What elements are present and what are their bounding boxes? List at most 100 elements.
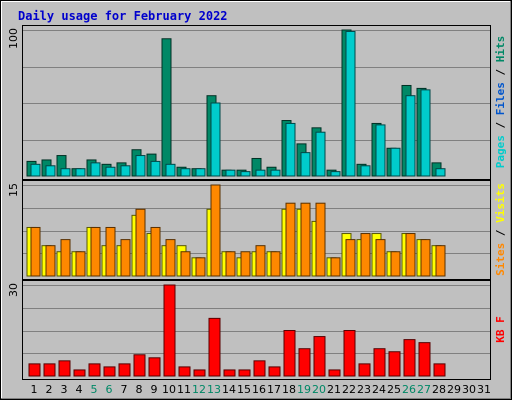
x-tick-label: 22 — [342, 383, 356, 396]
bar — [28, 363, 41, 377]
bar — [75, 251, 86, 277]
panel-max-label: 100 — [7, 28, 20, 49]
bar — [180, 251, 191, 277]
bar — [433, 363, 446, 377]
bar — [163, 284, 176, 377]
bar — [330, 257, 341, 277]
bar — [238, 369, 251, 377]
bar — [210, 184, 221, 277]
series-kb-f — [28, 284, 446, 377]
x-tick-label: 26 — [402, 383, 416, 396]
bar — [435, 245, 446, 277]
panel-legend: Pages / Files / Hits — [494, 36, 507, 169]
bar — [195, 168, 206, 177]
bar — [360, 165, 371, 177]
x-tick-label: 8 — [136, 383, 143, 396]
bar — [88, 363, 101, 377]
bar — [283, 330, 296, 377]
bar — [343, 330, 356, 377]
bar — [150, 160, 161, 177]
x-tick-label: 13 — [207, 383, 221, 396]
legend-entry: Visits — [494, 183, 507, 223]
bar — [43, 363, 56, 377]
bar — [300, 202, 311, 277]
x-tick-label: 19 — [297, 383, 311, 396]
x-tick-label: 20 — [312, 383, 326, 396]
panel-3: 30 KB F — [7, 280, 507, 380]
bar — [58, 360, 71, 377]
series-sites — [30, 184, 446, 277]
bar — [390, 251, 401, 277]
bar — [75, 168, 86, 177]
chart-panels: 100 Pages / Files / Hits 15 Sites / Visits 3… — [7, 25, 507, 380]
bar — [45, 245, 56, 277]
bar — [360, 233, 371, 277]
bar — [180, 168, 191, 177]
x-tick-label: 9 — [151, 383, 158, 396]
bar — [90, 226, 101, 277]
bar — [358, 363, 371, 377]
bar — [60, 239, 71, 277]
x-tick-label: 28 — [432, 383, 446, 396]
x-tick-label: 14 — [222, 383, 236, 396]
bar — [90, 162, 101, 177]
bar — [73, 369, 86, 377]
bar — [313, 336, 326, 377]
bar — [165, 163, 176, 177]
bar — [403, 339, 416, 377]
x-tick-label: 31 — [477, 383, 491, 396]
bar — [240, 171, 251, 177]
bar — [60, 168, 71, 177]
bar — [255, 245, 266, 277]
x-tick-label: 17 — [267, 383, 281, 396]
bar — [270, 169, 281, 177]
bar — [373, 348, 386, 377]
bar — [225, 169, 236, 177]
bar — [315, 131, 326, 177]
legend-entry: KB F — [494, 316, 507, 343]
panel-max-label: 30 — [7, 283, 20, 297]
bar — [420, 89, 431, 177]
x-tick-label: 27 — [417, 383, 431, 396]
x-tick-label: 29 — [447, 383, 461, 396]
series-pages — [30, 30, 446, 177]
x-tick-label: 23 — [357, 383, 371, 396]
bar — [420, 239, 431, 277]
bar — [435, 168, 446, 177]
x-tick-label: 21 — [327, 383, 341, 396]
bar — [45, 165, 56, 177]
bar — [253, 360, 266, 377]
bar — [178, 366, 191, 377]
bar — [133, 354, 146, 377]
bar — [270, 251, 281, 277]
x-tick-label: 18 — [282, 383, 296, 396]
bar — [103, 366, 116, 377]
bar — [345, 239, 356, 277]
bar — [135, 208, 146, 277]
x-tick-label: 15 — [237, 383, 251, 396]
x-tick-label: 10 — [162, 383, 176, 396]
bar — [240, 251, 251, 277]
bar — [300, 152, 311, 177]
bar — [148, 357, 161, 377]
bar — [375, 124, 386, 177]
x-tick-label: 1 — [31, 383, 38, 396]
bar — [328, 369, 341, 377]
legend-entry: Sites — [494, 243, 507, 276]
x-tick-label: 5 — [91, 383, 98, 396]
legend-entry: Pages — [494, 135, 507, 168]
x-tick-label: 24 — [372, 383, 386, 396]
bar — [193, 369, 206, 377]
x-tick-label: 12 — [192, 383, 206, 396]
bar — [298, 348, 311, 377]
x-tick-label: 30 — [462, 383, 476, 396]
bar — [118, 363, 131, 377]
x-tick-label: 6 — [106, 383, 113, 396]
bar — [330, 171, 341, 177]
x-tick-label: 3 — [61, 383, 68, 396]
bar — [315, 202, 326, 277]
bar — [105, 166, 116, 177]
bar — [120, 239, 131, 277]
bar — [388, 351, 401, 377]
